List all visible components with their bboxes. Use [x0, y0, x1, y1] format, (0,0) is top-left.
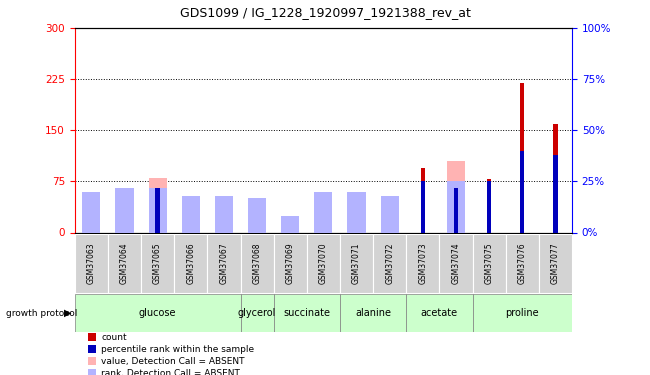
Bar: [373, 234, 406, 292]
Text: GDS1099 / IG_1228_1920997_1921388_rev_at: GDS1099 / IG_1228_1920997_1921388_rev_at: [179, 6, 471, 19]
Bar: [307, 234, 340, 292]
Bar: [108, 234, 141, 292]
Bar: [148, 178, 167, 232]
Bar: [347, 192, 366, 232]
Text: GSM37069: GSM37069: [286, 243, 294, 284]
Bar: [447, 161, 465, 232]
Text: GSM37075: GSM37075: [485, 243, 493, 284]
Text: GSM37063: GSM37063: [87, 243, 96, 284]
Bar: [274, 294, 340, 332]
Bar: [115, 192, 134, 232]
Bar: [181, 198, 200, 232]
Bar: [447, 182, 465, 232]
Bar: [248, 209, 266, 232]
Bar: [248, 198, 266, 232]
Bar: [155, 188, 160, 232]
Bar: [473, 234, 506, 292]
Bar: [340, 294, 406, 332]
Text: GSM37068: GSM37068: [253, 243, 261, 284]
Bar: [553, 155, 558, 232]
Text: growth protocol: growth protocol: [6, 309, 78, 318]
Text: GSM37077: GSM37077: [551, 243, 560, 284]
Text: GSM37071: GSM37071: [352, 243, 361, 284]
Text: GSM37072: GSM37072: [385, 243, 394, 284]
Text: succinate: succinate: [283, 308, 330, 318]
Text: glycerol: glycerol: [238, 308, 276, 318]
Bar: [240, 234, 274, 292]
Text: rank, Detection Call = ABSENT: rank, Detection Call = ABSENT: [101, 369, 240, 375]
Bar: [141, 234, 174, 292]
Bar: [406, 294, 473, 332]
Bar: [454, 188, 458, 232]
Bar: [82, 192, 101, 232]
Text: GSM37067: GSM37067: [220, 243, 228, 284]
Bar: [380, 196, 399, 232]
Bar: [115, 188, 134, 232]
Bar: [240, 294, 274, 332]
Text: alanine: alanine: [355, 308, 391, 318]
Bar: [421, 182, 425, 232]
Bar: [487, 179, 491, 232]
Bar: [214, 196, 233, 232]
Bar: [214, 205, 233, 232]
Text: GSM37073: GSM37073: [419, 243, 427, 284]
Bar: [75, 294, 240, 332]
Bar: [506, 234, 539, 292]
Bar: [487, 182, 491, 232]
Bar: [380, 205, 399, 232]
Bar: [148, 188, 167, 232]
Bar: [181, 196, 200, 232]
Bar: [314, 192, 333, 232]
Bar: [539, 234, 572, 292]
Bar: [421, 168, 425, 232]
Bar: [274, 234, 307, 292]
Text: ▶: ▶: [64, 308, 72, 318]
Bar: [553, 123, 558, 232]
Bar: [75, 234, 108, 292]
Text: GSM37066: GSM37066: [187, 243, 195, 284]
Bar: [520, 151, 525, 232]
Bar: [340, 234, 373, 292]
Bar: [281, 216, 300, 232]
Text: value, Detection Call = ABSENT: value, Detection Call = ABSENT: [101, 357, 245, 366]
Text: GSM37064: GSM37064: [120, 243, 129, 284]
Bar: [347, 192, 366, 232]
Text: GSM37076: GSM37076: [518, 243, 527, 284]
Bar: [82, 212, 101, 232]
Text: GSM37065: GSM37065: [153, 243, 162, 284]
Bar: [406, 234, 439, 292]
Text: proline: proline: [506, 308, 539, 318]
Text: glucose: glucose: [139, 308, 176, 318]
Bar: [314, 198, 333, 232]
Text: acetate: acetate: [421, 308, 458, 318]
Text: count: count: [101, 333, 127, 342]
Bar: [520, 82, 525, 232]
Bar: [439, 234, 473, 292]
Bar: [174, 234, 207, 292]
Text: percentile rank within the sample: percentile rank within the sample: [101, 345, 255, 354]
Bar: [207, 234, 240, 292]
Text: GSM37070: GSM37070: [319, 243, 328, 284]
Bar: [473, 294, 572, 332]
Text: GSM37074: GSM37074: [452, 243, 460, 284]
